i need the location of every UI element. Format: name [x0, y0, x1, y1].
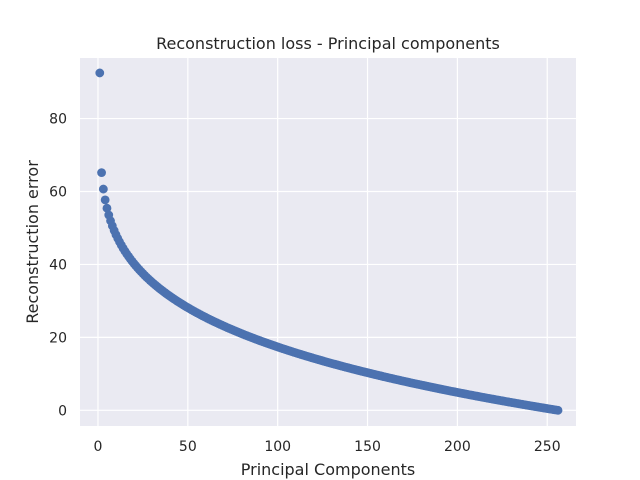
y-tick-label: 0	[58, 403, 67, 419]
y-tick-label: 40	[49, 257, 67, 273]
data-point	[553, 405, 563, 415]
y-tick-label: 60	[49, 184, 67, 200]
data-point	[102, 203, 112, 213]
x-tick-label: 200	[444, 439, 471, 455]
x-tick-label: 50	[179, 439, 197, 455]
x-tick-label: 0	[94, 439, 103, 455]
chart-title: Reconstruction loss - Principal componen…	[156, 34, 500, 53]
x-tick-label: 250	[534, 439, 561, 455]
y-axis-label: Reconstruction error	[23, 160, 42, 324]
x-tick-label: 100	[264, 439, 291, 455]
data-point	[100, 195, 110, 205]
x-axis-label: Principal Components	[241, 460, 416, 479]
data-point	[97, 168, 106, 178]
x-axis-ticks: 0 50 100 150 200 250	[94, 439, 561, 455]
data-point	[98, 184, 108, 194]
grid-lines	[80, 58, 576, 426]
data-point	[95, 68, 105, 78]
y-tick-label: 20	[49, 330, 67, 346]
y-axis-ticks: 0 20 40 60 80	[49, 112, 67, 420]
scatter-points	[95, 68, 563, 415]
x-tick-label: 150	[354, 439, 381, 455]
y-tick-label: 80	[49, 112, 67, 128]
plot-background	[80, 58, 576, 426]
